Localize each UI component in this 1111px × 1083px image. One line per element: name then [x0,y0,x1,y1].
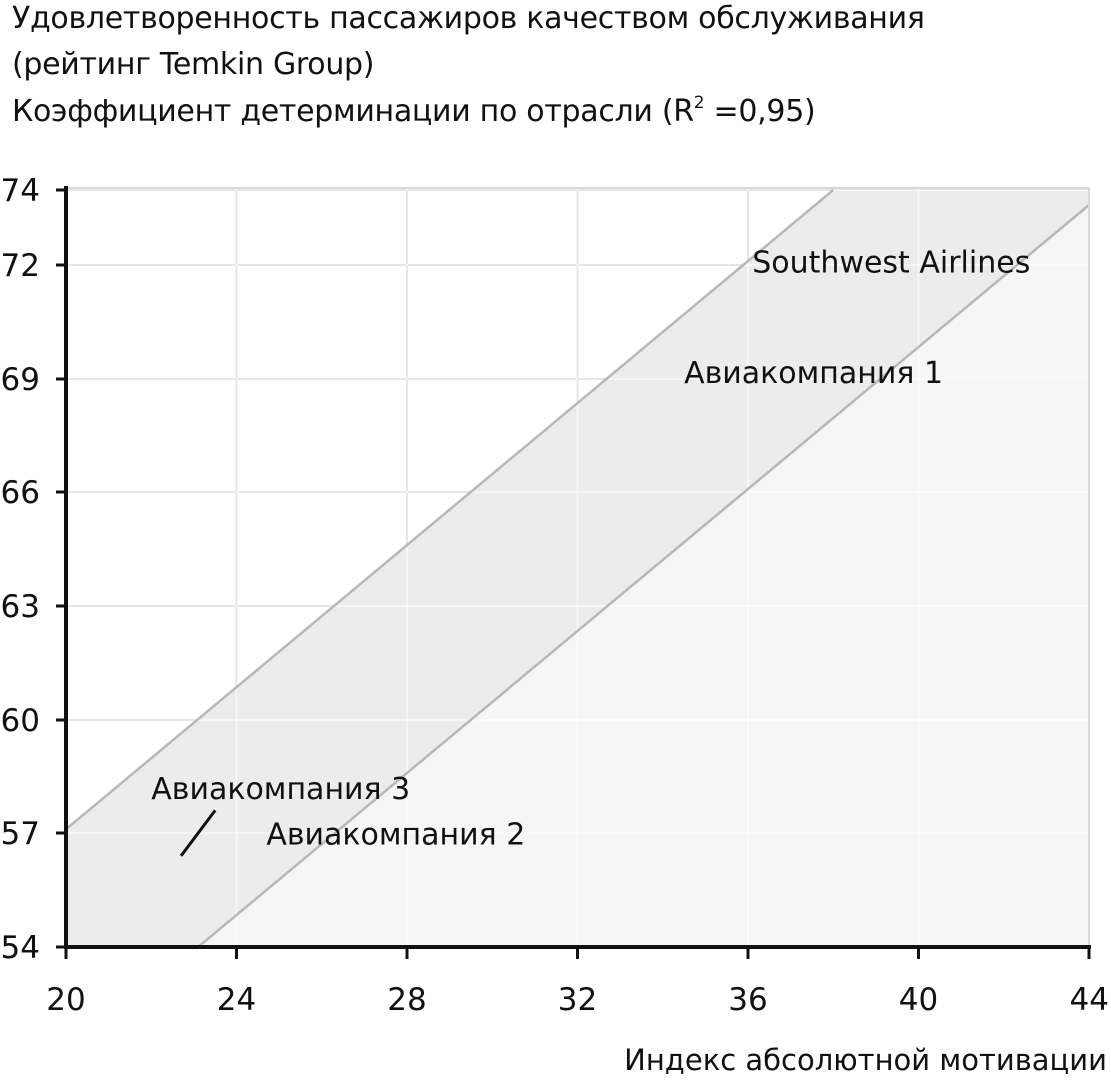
y-tick-label: 74 [1,173,40,209]
subtitle-suffix: =0,95) [704,94,816,129]
chart-subtitle: Коэффициент детерминации по отрасли (R2 … [12,93,816,131]
annotation-label: Авиакомпания 3 [151,772,410,807]
annotation-label: Авиакомпания 2 [266,817,525,852]
y-tick-label: 60 [1,703,40,739]
chart-title-line-1: Удовлетворенность пассажиров качеством о… [12,1,925,36]
chart-title-line-2: (рейтинг Temkin Group) [12,47,375,82]
y-tick-label: 54 [1,930,40,966]
x-tick-label: 40 [899,982,938,1018]
y-tick-label: 66 [1,475,40,511]
subtitle-superscript: 2 [693,93,705,113]
x-tick-label: 20 [46,982,85,1018]
x-tick-label: 36 [728,982,767,1018]
y-tick-label: 57 [1,816,40,852]
annotation-pointer-line [179,809,217,857]
x-tick-label: 24 [217,982,256,1018]
y-tick-label: 72 [1,248,40,284]
y-tick-label: 69 [1,362,40,398]
annotation-label: Southwest Airlines [752,246,1030,281]
x-tick-label: 32 [558,982,597,1018]
band-upper-line [65,189,835,831]
x-axis-label: Индекс абсолютной мотивации [624,1043,1107,1077]
annotation-label: Авиакомпания 1 [684,356,943,391]
x-tick-label: 28 [387,982,426,1018]
band-lower-line [197,204,1090,948]
subtitle-prefix: Коэффициент детерминации по отрасли (R [12,94,694,129]
y-tick-label: 63 [1,589,40,625]
x-tick-label: 44 [1070,982,1109,1018]
